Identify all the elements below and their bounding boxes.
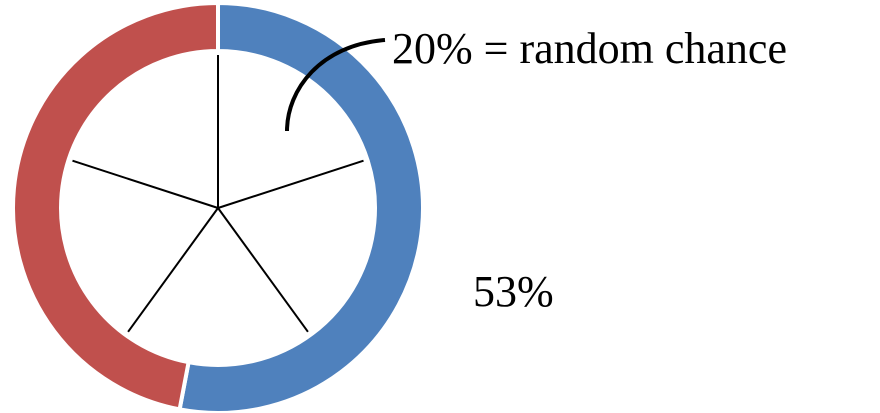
- spoke-2: [217, 207, 309, 333]
- donut-slice-0: [177, 0, 425, 413]
- slice-label-blue: 53%: [473, 267, 554, 316]
- spoke-4: [72, 159, 219, 209]
- annotation-leader-line: [285, 38, 386, 132]
- donut-slices: [11, 0, 425, 413]
- random-chance-spokes: [72, 55, 364, 333]
- spoke-3: [127, 207, 219, 333]
- donut-slice-1: [11, 0, 220, 412]
- annotation-text: 20% = random chance: [392, 24, 787, 73]
- spoke-1: [217, 159, 364, 209]
